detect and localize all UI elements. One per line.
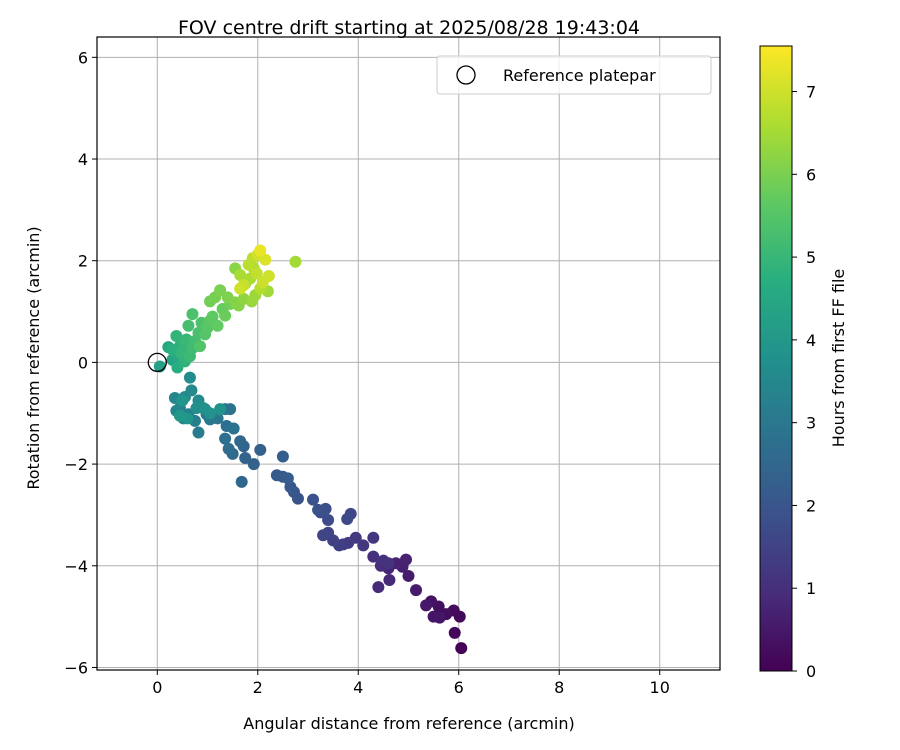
y-tick-label: −6 <box>64 658 88 677</box>
data-point <box>357 539 370 552</box>
data-point <box>281 472 294 485</box>
data-points <box>153 244 468 655</box>
colorbar-frame <box>759 45 793 672</box>
data-point <box>420 599 433 612</box>
data-point <box>192 426 205 439</box>
data-point <box>410 584 423 597</box>
data-point <box>367 550 380 563</box>
colorbar-tick-label: 6 <box>806 165 816 184</box>
data-point <box>317 529 330 542</box>
data-point <box>234 435 247 448</box>
data-point <box>312 503 325 516</box>
data-point <box>211 319 224 332</box>
x-tick-label: 10 <box>650 678 670 697</box>
y-axis-ticks: −6 −4 −2 0 2 4 6 <box>64 48 97 677</box>
data-point <box>214 403 227 416</box>
data-point <box>367 531 380 544</box>
colorbar-ticks: 0 1 2 3 4 5 6 7 <box>792 83 816 681</box>
colorbar-tick-label: 4 <box>806 331 816 350</box>
data-point <box>270 469 283 482</box>
data-point <box>173 409 186 422</box>
legend-box <box>436 55 712 95</box>
data-point <box>307 493 320 506</box>
y-tick-label: 2 <box>78 252 88 271</box>
legend-marker-circle <box>456 65 476 85</box>
colorbar <box>760 46 792 671</box>
data-point <box>433 611 446 624</box>
y-axis-label: Rotation from reference (arcmin) <box>24 226 43 489</box>
x-tick-label: 0 <box>152 678 162 697</box>
data-point <box>186 308 199 321</box>
data-point <box>170 329 183 342</box>
legend: Reference platepar <box>436 55 712 95</box>
data-point <box>254 244 267 257</box>
data-point <box>234 268 247 281</box>
data-point <box>289 255 302 268</box>
data-point <box>234 282 247 295</box>
y-tick-label: 6 <box>78 48 88 67</box>
colorbar-tick-label: 0 <box>806 662 816 681</box>
chart-title: FOV centre drift starting at 2025/08/28 … <box>178 17 640 39</box>
data-point <box>183 371 196 384</box>
data-point <box>204 407 217 420</box>
colorbar-label: Hours from first FF file <box>829 269 848 448</box>
legend-entry-reference-platepar: Reference platepar <box>503 66 656 85</box>
y-tick-label: 0 <box>78 353 88 372</box>
data-point <box>455 642 468 655</box>
data-point <box>193 340 206 353</box>
data-point <box>402 569 415 582</box>
data-point <box>227 422 240 435</box>
data-point <box>250 267 263 280</box>
data-point <box>219 309 232 322</box>
data-point <box>235 475 248 488</box>
data-point <box>372 581 385 594</box>
data-point <box>276 450 289 463</box>
data-point <box>222 442 235 455</box>
reference-point-group <box>147 352 167 373</box>
data-point <box>399 553 412 566</box>
x-tick-label: 8 <box>554 678 564 697</box>
data-point <box>214 284 227 297</box>
reference-point <box>147 352 167 373</box>
colorbar-tick-label: 7 <box>806 83 816 102</box>
data-point <box>247 458 260 471</box>
data-point <box>254 443 267 456</box>
data-point <box>176 394 189 407</box>
data-point <box>219 432 232 445</box>
data-point <box>259 253 272 266</box>
x-tick-label: 6 <box>454 678 464 697</box>
plot-frame <box>96 36 721 671</box>
colorbar-tick-label: 1 <box>806 579 816 598</box>
y-tick-label: −4 <box>64 557 88 576</box>
data-point <box>382 557 395 570</box>
data-point <box>448 626 461 639</box>
y-tick-label: 4 <box>78 150 88 169</box>
colorbar-tick-label: 5 <box>806 248 816 267</box>
x-tick-label: 4 <box>353 678 363 697</box>
x-axis-label: Angular distance from reference (arcmin) <box>243 714 574 733</box>
data-point <box>239 451 252 464</box>
y-tick-label: −2 <box>64 455 88 474</box>
data-point <box>341 512 354 525</box>
data-point <box>185 384 198 397</box>
data-point <box>383 574 396 587</box>
data-point <box>262 269 275 282</box>
x-tick-label: 2 <box>253 678 263 697</box>
data-point <box>182 319 195 332</box>
data-point <box>206 310 219 323</box>
data-point <box>322 514 335 527</box>
x-axis-ticks: 0 2 4 6 8 10 <box>152 670 670 697</box>
colorbar-tick-label: 2 <box>806 496 816 515</box>
colorbar-tick-label: 3 <box>806 414 816 433</box>
